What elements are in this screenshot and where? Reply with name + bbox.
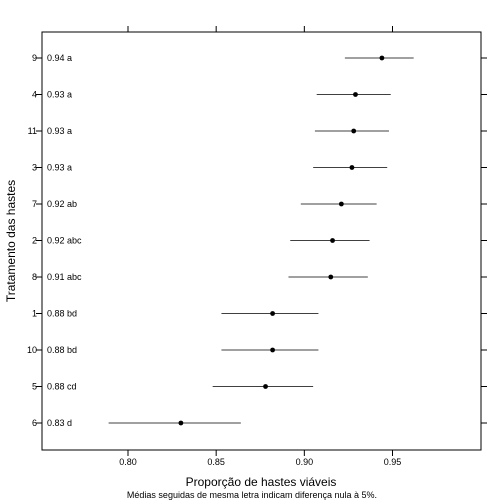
mean-group-label: 0.92 ab: [47, 199, 77, 209]
y-tick-label: 9: [32, 53, 37, 63]
mean-group-label: 0.93 a: [47, 126, 72, 136]
y-tick-label: 8: [32, 272, 37, 282]
mean-point: [349, 165, 355, 170]
y-tick-label: 11: [28, 126, 37, 136]
mean-group-label: 0.91 abc: [47, 272, 82, 282]
mean-point: [270, 347, 275, 353]
mean-point: [338, 201, 344, 207]
y-tick-label: 10: [27, 345, 37, 355]
mean-point: [328, 274, 334, 280]
mean-group-label: 0.94 a: [47, 53, 72, 63]
x-tick-label: 0.90: [296, 457, 314, 467]
mean-group-label: 0.92 abc: [47, 236, 82, 246]
mean-point: [263, 384, 268, 389]
mean-group-label: 0.83 d: [47, 418, 72, 428]
y-tick-label: 1: [32, 309, 37, 319]
mean-point: [330, 238, 335, 243]
x-axis-bottom: 0.80 0.85 0.90 0.95: [119, 450, 401, 467]
mean-group-label: 0.88 bd: [47, 345, 77, 355]
x-axis-title: Proporção de hastes viáveis: [186, 475, 337, 489]
y-axis: 9 4 11 3 7 2 8 1 10 5 6: [27, 53, 487, 428]
mean-point: [379, 55, 385, 61]
y-axis-title: Tratamento das hastes: [4, 180, 18, 302]
x-tick-label: 0.95: [384, 457, 402, 467]
y-tick-label: 5: [32, 382, 37, 392]
y-tick-label: 4: [32, 90, 37, 100]
x-tick-label: 0.85: [207, 457, 225, 467]
x-axis-top: [127, 26, 393, 32]
y-tick-label: 3: [32, 163, 37, 173]
mean-group-label: 0.93 a: [47, 163, 72, 173]
y-tick-label: 6: [32, 418, 37, 428]
mean-point: [353, 92, 358, 97]
plot-frame: [41, 31, 482, 451]
mean-point: [270, 311, 275, 316]
mean-point: [351, 128, 357, 134]
chart-footnote: Médias seguidas de mesma letra indicam d…: [127, 490, 377, 500]
mean-group-label: 0.88 bd: [47, 309, 77, 319]
interval-series: 0.94 a 0.93 a 0.93 a 0.93 a 0.92 ab 0.92 abc 0…: [47, 53, 414, 428]
y-tick-label: 2: [32, 236, 37, 246]
y-tick-label: 7: [32, 199, 37, 209]
x-tick-label: 0.80: [119, 457, 137, 467]
mean-group-label: 0.93 a: [47, 90, 72, 100]
mean-point: [178, 420, 184, 426]
mean-group-label: 0.88 cd: [47, 382, 77, 392]
